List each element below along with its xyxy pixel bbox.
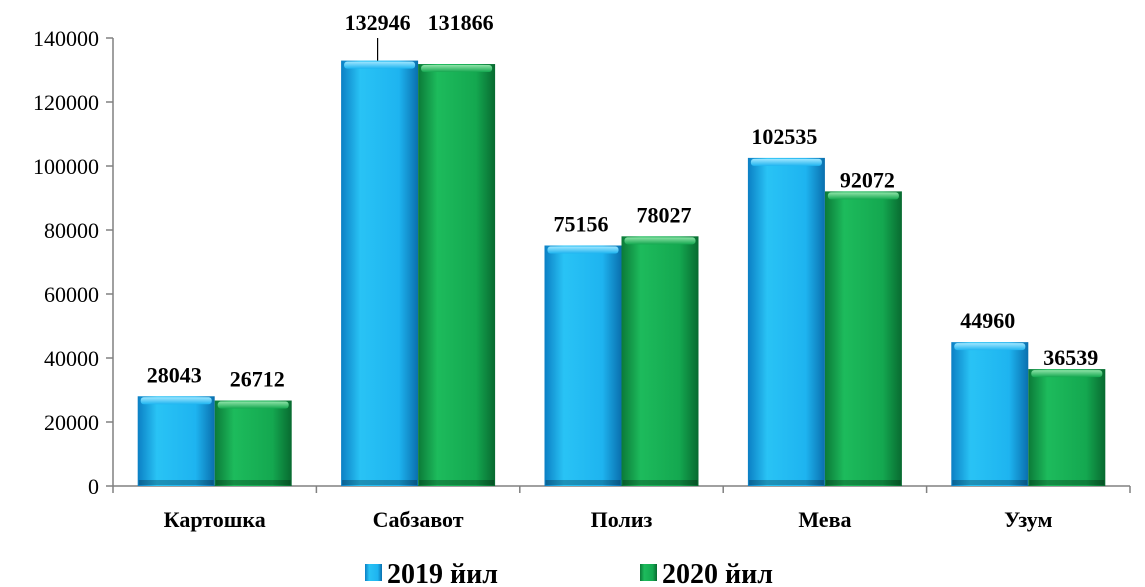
bar-bevel-top [140,397,212,405]
data-label: 28043 [147,362,202,387]
y-tick-label: 40000 [44,346,99,371]
legend-label: 2019 йил [387,559,498,587]
bar-body [1028,369,1106,486]
bar-bevel-bottom [622,480,698,485]
bar-body [137,396,215,486]
data-label: 26712 [230,367,285,392]
data-label: 132946 [345,10,411,35]
y-tick-label: 0 [88,474,99,499]
legend-item-0: 2019 йил [365,559,498,587]
legend-swatch [365,564,382,581]
bar-body [951,342,1029,486]
bar-bevel-bottom [215,480,291,485]
legend-item-1: 2020 йил [640,559,773,587]
bar-bevel-top [217,401,289,409]
bar-1-2 [621,236,699,486]
bar-bevel-bottom [1029,480,1105,485]
bar-body [544,245,622,486]
data-label: 44960 [960,308,1015,333]
bar-bevel-bottom [952,480,1028,485]
bar-bevel-bottom [342,480,418,485]
bar-bevel-top [1031,370,1103,378]
bar-body [214,400,292,486]
bar-0-3 [747,157,825,486]
bar-body [824,191,902,486]
y-tick-label: 20000 [44,410,99,435]
x-category-label: Мева [798,507,851,532]
y-tick-label: 80000 [44,218,99,243]
x-category-label: Полиз [591,507,653,532]
bar-bevel-top [954,343,1026,351]
bar-bevel-top [344,61,416,69]
data-label: 102535 [751,124,817,149]
data-label: 36539 [1043,345,1098,370]
bar-bevel-top [624,237,696,245]
y-axis-ticks: 0 20000 40000 60000 80000 100000 120000 140000 [33,26,113,499]
bar-bevel-bottom [138,480,214,485]
bar-bevel-bottom [419,480,495,485]
bar-bevel-top [421,65,493,73]
bar-body [747,157,825,486]
legend-swatch [640,564,657,581]
y-tick-label: 120000 [33,90,99,115]
bar-0-4 [951,342,1029,486]
data-label: 92072 [840,167,895,192]
bar-bevel-bottom [545,480,621,485]
bar-1-4 [1028,369,1106,486]
x-category-label: Картошка [164,507,266,532]
bar-bevel-bottom [748,480,824,485]
bar-bevel-top [827,192,899,200]
bar-1-3 [824,191,902,486]
legend: 2019 йил 2020 йил [365,559,773,587]
bars [137,60,1106,486]
bar-0-2 [544,245,622,486]
data-labels: 28043 132946 75156 102535 44960 26712 131866 78… [147,10,1099,392]
bar-0-1 [341,60,419,486]
bar-0-0 [137,396,215,486]
data-label: 78027 [637,202,692,227]
y-tick-label: 60000 [44,282,99,307]
data-label: 131866 [428,10,494,35]
x-axis-ticks: Картошка Сабзавот Полиз Мева Узум [112,486,1131,532]
x-category-label: Узум [1004,507,1052,532]
bar-body [621,236,699,486]
x-category-label: Сабзавот [373,507,464,532]
bar-1-1 [418,64,496,486]
data-label: 75156 [554,212,609,237]
bar-bevel-top [750,158,822,166]
y-tick-label: 140000 [33,26,99,51]
bar-body [341,60,419,486]
bar-body [418,64,496,486]
bar-bevel-bottom [825,480,901,485]
y-tick-label: 100000 [33,154,99,179]
bar-bevel-top [547,246,619,254]
legend-label: 2020 йил [662,559,773,587]
bar-1-0 [214,400,292,486]
